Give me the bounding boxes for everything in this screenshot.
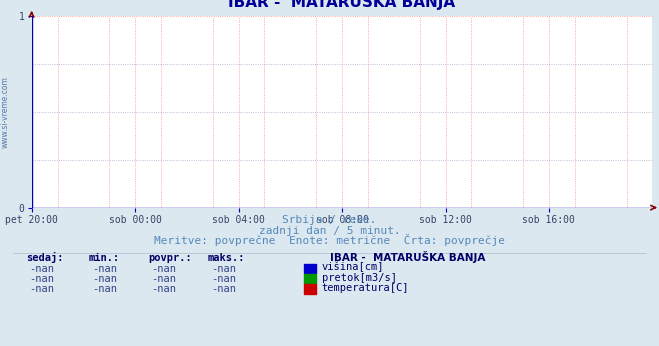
Text: -nan: -nan: [152, 264, 177, 274]
Text: -nan: -nan: [30, 274, 55, 284]
Text: -nan: -nan: [92, 284, 117, 294]
Text: temperatura[C]: temperatura[C]: [322, 283, 409, 293]
Text: -nan: -nan: [211, 264, 236, 274]
Text: povpr.:: povpr.:: [148, 253, 192, 263]
Text: -nan: -nan: [152, 284, 177, 294]
Text: -nan: -nan: [211, 284, 236, 294]
Title: IBAR -  MATARUŠKA BANJA: IBAR - MATARUŠKA BANJA: [229, 0, 455, 10]
Text: min.:: min.:: [89, 253, 120, 263]
Text: www.si-vreme.com: www.si-vreme.com: [1, 76, 10, 147]
Text: maks.:: maks.:: [208, 253, 245, 263]
Text: pretok[m3/s]: pretok[m3/s]: [322, 273, 397, 283]
Text: -nan: -nan: [30, 284, 55, 294]
Text: zadnji dan / 5 minut.: zadnji dan / 5 minut.: [258, 226, 401, 236]
Text: višina[cm]: višina[cm]: [322, 262, 384, 273]
Text: IBAR -  MATARUŠKA BANJA: IBAR - MATARUŠKA BANJA: [330, 251, 485, 263]
Text: -nan: -nan: [30, 264, 55, 274]
Text: -nan: -nan: [92, 264, 117, 274]
Text: -nan: -nan: [211, 274, 236, 284]
Text: Srbija / reke.: Srbija / reke.: [282, 215, 377, 225]
Text: Meritve: povprečne  Enote: metrične  Črta: povprečje: Meritve: povprečne Enote: metrične Črta:…: [154, 234, 505, 246]
Text: -nan: -nan: [92, 274, 117, 284]
Text: sedaj:: sedaj:: [26, 252, 64, 263]
Text: -nan: -nan: [152, 274, 177, 284]
